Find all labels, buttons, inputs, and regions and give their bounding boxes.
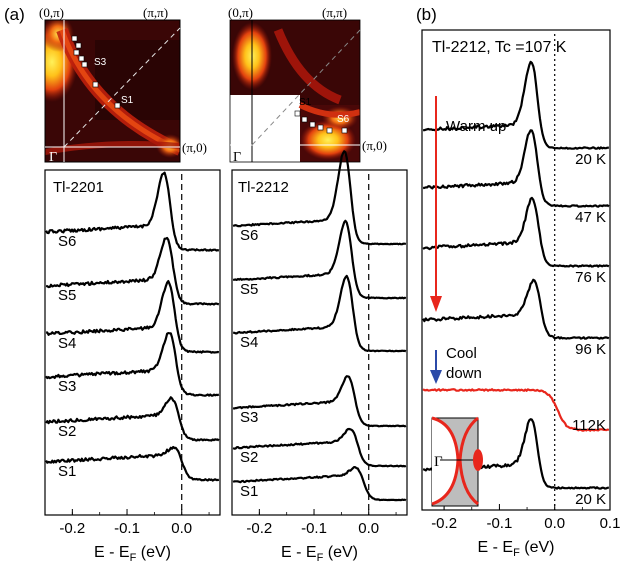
tl2201-edc-chart: Tl-2201 -0.2 -0.1 0.0E - EF (eV) S6 S5 S4 S3 S2 S… bbox=[44, 169, 221, 564]
x-tick-label: -0.1 bbox=[114, 520, 140, 537]
series-label: 47 K bbox=[575, 209, 606, 226]
tl2212-cut-markers bbox=[294, 110, 348, 134]
edc-curve bbox=[45, 236, 220, 306]
x-tick-label: 0.0 bbox=[171, 520, 192, 537]
series-label: S4 bbox=[58, 335, 76, 352]
x-tick-label: -0.2 bbox=[59, 520, 85, 537]
x-axis-label: E - EF (eV) bbox=[281, 544, 358, 564]
chart-title: Tl-2212, Tc =107 K bbox=[432, 39, 567, 56]
inset-cut-point bbox=[473, 449, 483, 471]
tl2212-origin-label: Γ bbox=[233, 150, 241, 165]
series-label: S2 bbox=[58, 423, 76, 440]
x-tick-label: 0.0 bbox=[544, 515, 565, 532]
series-label: S5 bbox=[58, 287, 76, 304]
tl2201-corner-label-tr: (π,π) bbox=[143, 5, 168, 20]
x-tick-label: 0.0 bbox=[358, 520, 379, 537]
edc-curve bbox=[45, 396, 220, 442]
tl2201-map-cut-label: S1 bbox=[121, 95, 134, 106]
x-axis-label: E - EF (eV) bbox=[478, 539, 555, 559]
edc-curve bbox=[45, 171, 220, 252]
x-tick-label: -0.1 bbox=[486, 515, 512, 532]
tl2212-map-cut-label: S1 bbox=[299, 97, 312, 108]
cool-down-annotation: Cool bbox=[446, 345, 477, 362]
inset-origin-label: Γ bbox=[434, 454, 443, 470]
brillouin-zone-inset: Γ bbox=[431, 416, 483, 507]
chart-title: Tl-2212 bbox=[238, 179, 289, 196]
edc-curve bbox=[232, 219, 407, 300]
edc-curve bbox=[232, 375, 407, 428]
series-label: S2 bbox=[240, 449, 258, 466]
series-label: S3 bbox=[240, 409, 258, 426]
x-tick-label: -0.1 bbox=[301, 520, 327, 537]
warm-up-arrowhead bbox=[430, 296, 442, 312]
series-label: S6 bbox=[240, 227, 258, 244]
series-label: 76 K bbox=[575, 269, 606, 286]
chart-frame bbox=[44, 169, 221, 516]
cool-down-annotation: down bbox=[446, 365, 482, 382]
panel-b-label: (b) bbox=[416, 5, 437, 24]
tl2212-corner-label-br: (π,0) bbox=[362, 138, 387, 153]
series-label: 20 K bbox=[575, 491, 606, 508]
edc-curve bbox=[423, 129, 610, 208]
edc-curve bbox=[45, 332, 220, 397]
tl2201-corner-label-tl: (0,π) bbox=[39, 5, 64, 20]
chart-frame bbox=[421, 29, 611, 511]
series-label: 20 K bbox=[575, 151, 606, 168]
edc-curve bbox=[232, 150, 407, 246]
tl2201-origin-label: Γ bbox=[49, 150, 57, 165]
x-tick-label: -0.2 bbox=[246, 520, 272, 537]
warm-up-annotation: Warm up bbox=[446, 118, 506, 135]
panel-a-label: (a) bbox=[4, 5, 25, 24]
tl2212-map-cut-label: S6 bbox=[337, 114, 350, 125]
edc-curve bbox=[45, 445, 220, 482]
cool-down-arrowhead bbox=[430, 370, 442, 384]
x-tick-label: 0.1 bbox=[600, 515, 621, 532]
x-tick-label: -0.2 bbox=[431, 515, 457, 532]
tl2212-edc-chart: Tl-2212 -0.2 -0.1 0.0E - EF (eV) S6 S5 S4 S3 S2 S… bbox=[231, 150, 408, 564]
edc-curve bbox=[232, 466, 407, 502]
edc-curve bbox=[233, 274, 407, 353]
tl2212-corner-label-tl: (0,π) bbox=[228, 5, 253, 20]
series-label: S6 bbox=[58, 233, 76, 250]
series-label: S5 bbox=[240, 281, 258, 298]
chart-title: Tl-2201 bbox=[53, 179, 104, 196]
series-label: S4 bbox=[240, 334, 258, 351]
x-axis-label: E - EF (eV) bbox=[94, 544, 171, 564]
edc-curve bbox=[232, 427, 407, 468]
tl2201-corner-label-br: (π,0) bbox=[182, 140, 207, 155]
tl2212-corner-label-tr: (π,π) bbox=[322, 5, 347, 20]
edc-curve bbox=[46, 280, 220, 354]
edc-curve bbox=[422, 388, 610, 432]
tl2201-map-cut-label: S3 bbox=[94, 57, 107, 68]
temperature-edc-chart: Tl-2212, Tc =107 K -0.2 -0.1 0.0 0.1 E - EF (… bbox=[421, 29, 621, 559]
series-label: S3 bbox=[58, 378, 76, 395]
tl2201-cut-markers bbox=[71, 35, 121, 109]
edc-curve bbox=[422, 278, 610, 340]
series-label: S1 bbox=[240, 483, 258, 500]
series-label: 96 K bbox=[575, 341, 606, 358]
tl2212-fermi-map: S1 S6 (0,π) (π,π) (π,0) Γ bbox=[228, 5, 387, 165]
tl2201-fermi-map: S3 S1 (0,π) (π,π) (π,0) Γ bbox=[39, 5, 207, 165]
series-label: S1 bbox=[58, 463, 76, 480]
edc-curve bbox=[423, 60, 609, 150]
series-label: 112K bbox=[572, 417, 606, 434]
edc-curve bbox=[422, 196, 610, 268]
chart-frame bbox=[231, 169, 408, 516]
